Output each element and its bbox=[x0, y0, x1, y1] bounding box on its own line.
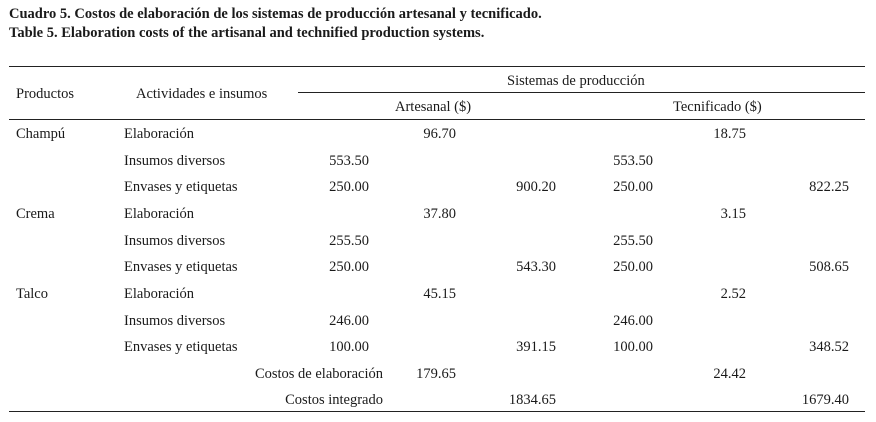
tecnificado-elaboracion-value: 2.52 bbox=[720, 286, 746, 302]
header-bottom-rule bbox=[9, 119, 865, 120]
artesanal-elaboracion-value: 45.15 bbox=[423, 286, 456, 302]
activity-label: Elaboración bbox=[124, 126, 195, 142]
table-top-rule bbox=[9, 66, 865, 67]
table-bottom-rule bbox=[9, 411, 865, 412]
artesanal-detail-value: 246.00 bbox=[329, 313, 369, 329]
tecnificado-elaboracion-value: 18.75 bbox=[713, 126, 746, 142]
tecnificado-detail-value: 100.00 bbox=[613, 339, 653, 355]
tecnificado-detail-value: 246.00 bbox=[613, 313, 653, 329]
costos-elaboracion-tecnificado: 24.42 bbox=[713, 366, 746, 382]
header-sistemas: Sistemas de producción bbox=[507, 73, 645, 89]
artesanal-elaboracion-value: 37.80 bbox=[423, 206, 456, 222]
tecnificado-detail-value: 255.50 bbox=[613, 233, 653, 249]
costos-integrado-tecnificado: 1679.40 bbox=[801, 392, 849, 408]
artesanal-total-value: 543.30 bbox=[516, 259, 556, 275]
tecnificado-detail-value: 250.00 bbox=[613, 259, 653, 275]
header-group-rule bbox=[298, 92, 865, 93]
tecnificado-total-value: 348.52 bbox=[809, 339, 849, 355]
activity-label: Elaboración bbox=[124, 206, 195, 222]
product-name: Crema bbox=[16, 206, 55, 222]
activity-label: Insumos diversos bbox=[124, 233, 226, 249]
artesanal-elaboracion-value: 96.70 bbox=[423, 126, 456, 142]
product-name: Champú bbox=[16, 126, 66, 142]
tecnificado-elaboracion-value: 3.15 bbox=[720, 206, 746, 222]
artesanal-detail-value: 553.50 bbox=[329, 153, 369, 169]
costos-integrado-artesanal: 1834.65 bbox=[508, 392, 556, 408]
table-caption-english: Table 5. Elaboration costs of the artisa… bbox=[9, 25, 485, 41]
activity-label: Envases y etiquetas bbox=[124, 179, 238, 195]
artesanal-detail-value: 100.00 bbox=[329, 339, 369, 355]
artesanal-total-value: 900.20 bbox=[516, 179, 556, 195]
header-actividades: Actividades e insumos bbox=[136, 86, 268, 102]
costos-elaboracion-label: Costos de elaboración bbox=[254, 366, 383, 382]
artesanal-detail-value: 255.50 bbox=[329, 233, 369, 249]
activity-label: Envases y etiquetas bbox=[124, 339, 238, 355]
tecnificado-total-value: 822.25 bbox=[809, 179, 849, 195]
artesanal-detail-value: 250.00 bbox=[329, 259, 369, 275]
activity-label: Envases y etiquetas bbox=[124, 259, 238, 275]
costos-elaboracion-artesanal: 179.65 bbox=[416, 366, 456, 382]
costos-integrado-label: Costos integrado bbox=[285, 392, 383, 408]
header-tecnificado: Tecnificado ($) bbox=[673, 99, 762, 115]
activity-label: Insumos diversos bbox=[124, 153, 226, 169]
tecnificado-detail-value: 553.50 bbox=[613, 153, 653, 169]
artesanal-detail-value: 250.00 bbox=[329, 179, 369, 195]
product-name: Talco bbox=[16, 286, 48, 302]
activity-label: Insumos diversos bbox=[124, 313, 226, 329]
header-productos: Productos bbox=[16, 86, 74, 102]
tecnificado-detail-value: 250.00 bbox=[613, 179, 653, 195]
table-caption-spanish: Cuadro 5. Costos de elaboración de los s… bbox=[9, 6, 542, 22]
header-artesanal: Artesanal ($) bbox=[395, 99, 472, 115]
tecnificado-total-value: 508.65 bbox=[809, 259, 849, 275]
activity-label: Elaboración bbox=[124, 286, 195, 302]
artesanal-total-value: 391.15 bbox=[516, 339, 556, 355]
